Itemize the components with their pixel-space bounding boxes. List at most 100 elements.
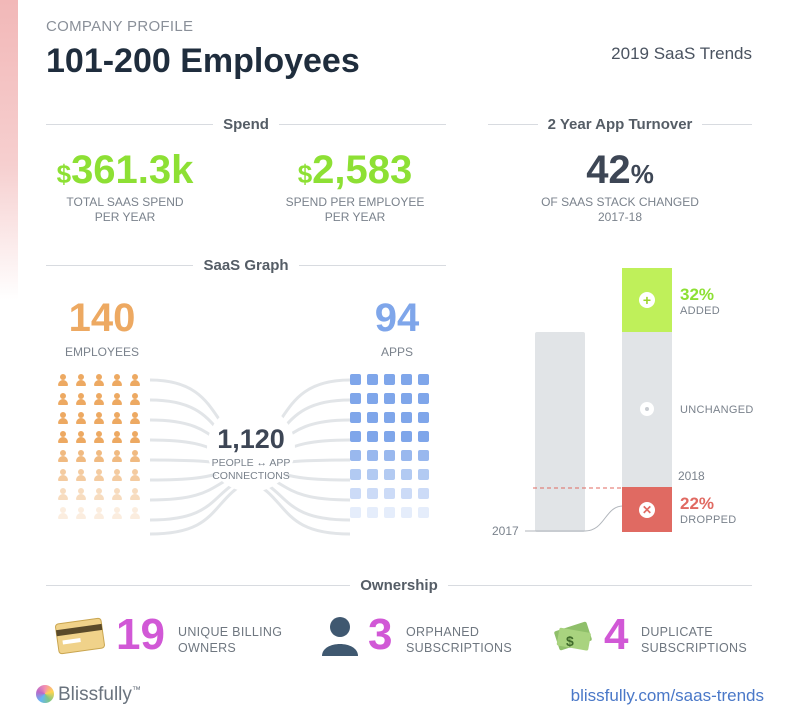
app-icon	[401, 488, 412, 499]
employee-icon	[76, 450, 86, 462]
plus-icon: +	[639, 292, 655, 308]
employee-icon	[58, 507, 68, 519]
app-icon	[418, 507, 429, 518]
employee-icon	[94, 374, 104, 386]
app-icon	[350, 450, 361, 461]
bar-2017	[535, 332, 585, 532]
app-icon	[384, 469, 395, 480]
app-icon	[367, 393, 378, 404]
employee-icon	[130, 412, 140, 424]
app-icon	[418, 450, 429, 461]
blissfully-logo-icon	[36, 685, 54, 703]
brand-logo[interactable]: Blissfully™	[36, 684, 141, 706]
employee-icon	[58, 488, 68, 500]
app-icon	[367, 488, 378, 499]
page-eyebrow: COMPANY PROFILE	[46, 18, 194, 35]
app-icon	[418, 393, 429, 404]
app-icons-grid	[350, 374, 450, 534]
report-label: 2019 SaaS Trends	[611, 44, 752, 63]
app-icon	[418, 412, 429, 423]
app-icon	[350, 393, 361, 404]
turnover-connector	[525, 487, 624, 532]
employee-icon	[130, 393, 140, 405]
svg-text:$: $	[566, 633, 574, 649]
employee-icon	[58, 412, 68, 424]
employee-icon	[58, 374, 68, 386]
app-icon	[401, 469, 412, 480]
employee-icon	[76, 393, 86, 405]
app-icon	[401, 374, 412, 385]
close-icon: ✕	[639, 501, 655, 518]
duplicate-caption: DUPLICATE SUBSCRIPTIONS	[641, 625, 747, 655]
orphaned-caption: ORPHANED SUBSCRIPTIONS	[406, 625, 512, 655]
dropped-label: 22% DROPPED	[680, 494, 737, 526]
app-icon	[367, 469, 378, 480]
app-icon	[350, 507, 361, 518]
employee-icon	[112, 431, 122, 443]
employee-icon	[76, 507, 86, 519]
bar-2018-added: +	[622, 268, 672, 332]
employee-icon	[112, 488, 122, 500]
app-icon	[384, 488, 395, 499]
employee-icon	[112, 412, 122, 424]
app-icon	[367, 450, 378, 461]
employee-icon	[58, 469, 68, 481]
app-icon	[384, 507, 395, 518]
app-icon	[401, 431, 412, 442]
employee-icon	[94, 450, 104, 462]
app-icon	[401, 393, 412, 404]
bar-2018-dropped: ✕	[622, 487, 672, 532]
app-icon	[350, 412, 361, 423]
billing-owners-caption: UNIQUE BILLING OWNERS	[178, 625, 283, 655]
connections-hub	[207, 404, 295, 492]
employee-icon	[94, 412, 104, 424]
person-icon	[320, 614, 360, 656]
app-icon	[384, 393, 395, 404]
employees-stat: 140 EMPLOYEES	[64, 296, 140, 359]
decorative-edge	[0, 0, 18, 300]
employee-icon	[130, 374, 140, 386]
employee-icon	[58, 431, 68, 443]
app-icon	[401, 450, 412, 461]
app-icon	[401, 412, 412, 423]
orphaned-count: 3	[368, 610, 393, 659]
ownership-heading: Ownership	[46, 577, 753, 594]
employee-icon	[76, 431, 86, 443]
app-icon	[418, 469, 429, 480]
connections-stat: 1,120 PEOPLE ↔ APP CONNECTIONS	[211, 424, 291, 482]
turnover-stat: 42% OF SAAS STACK CHANGED 2017-18	[541, 148, 699, 224]
employee-icon	[130, 488, 140, 500]
employee-icon	[94, 507, 104, 519]
employee-icon	[94, 488, 104, 500]
year-2017-label: 2017	[492, 524, 519, 538]
added-label: 32% ADDED	[680, 285, 721, 317]
app-icon	[384, 412, 395, 423]
year-2018-label: 2018	[678, 469, 705, 483]
employee-icon	[130, 431, 140, 443]
page-title: 101-200 Employees	[46, 42, 360, 80]
app-icon	[384, 450, 395, 461]
app-icon	[367, 431, 378, 442]
employee-icon	[112, 374, 122, 386]
app-icon	[384, 431, 395, 442]
employee-icon	[130, 450, 140, 462]
app-icon	[350, 374, 361, 385]
app-icon	[350, 431, 361, 442]
employee-icon	[76, 469, 86, 481]
app-icon	[418, 374, 429, 385]
billing-owners-count: 19	[116, 610, 165, 659]
app-icon	[367, 507, 378, 518]
app-icon	[384, 374, 395, 385]
employee-icon	[76, 488, 86, 500]
money-icon: $	[552, 616, 594, 656]
saas-trends-link[interactable]: blissfully.com/saas-trends	[570, 686, 764, 705]
credit-card-icon	[54, 617, 106, 655]
employee-icon	[58, 450, 68, 462]
total-spend: $361.3k TOTAL SAAS SPEND PER YEAR	[56, 148, 194, 224]
app-icon	[401, 507, 412, 518]
duplicate-count: 4	[604, 610, 629, 659]
employee-icon	[112, 469, 122, 481]
app-icon	[350, 488, 361, 499]
employee-icon	[130, 469, 140, 481]
employee-icon	[112, 393, 122, 405]
